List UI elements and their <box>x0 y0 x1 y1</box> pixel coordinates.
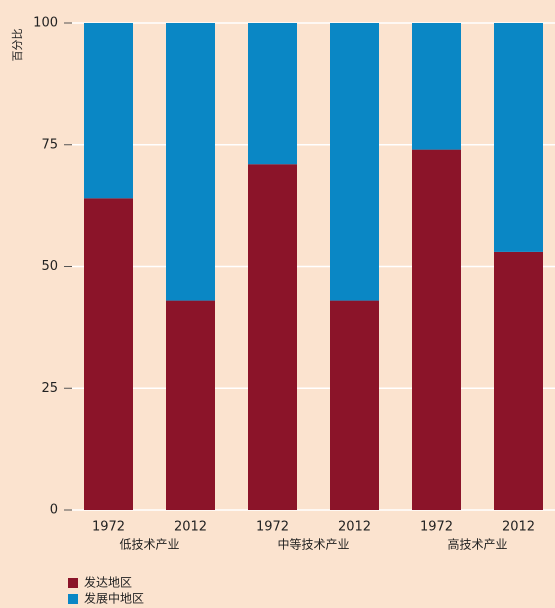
bar-segment <box>494 251 543 510</box>
group-label: 低技术产业 <box>119 538 179 552</box>
y-axis-label: 百分比 <box>11 29 24 62</box>
bar-segment <box>248 23 297 165</box>
y-tick-label: 75 <box>41 137 58 152</box>
x-tick-label: 1972 <box>256 520 289 535</box>
legend-label: 发展中地区 <box>84 591 144 606</box>
bar-segment <box>412 149 461 510</box>
y-tick-label: 25 <box>41 381 58 396</box>
bar-segment <box>84 23 133 199</box>
legend-swatch <box>68 578 78 588</box>
x-tick-label: 2012 <box>174 520 207 535</box>
x-tick-label: 1972 <box>92 520 125 535</box>
bar-segment <box>84 198 133 510</box>
bar-segment <box>330 23 379 301</box>
bar-segment <box>412 23 461 150</box>
y-tick-label: 50 <box>41 259 58 274</box>
y-tick-label: 0 <box>50 503 58 518</box>
legend-swatch <box>68 594 78 604</box>
x-tick-label: 2012 <box>338 520 371 535</box>
bar-segment <box>248 164 297 511</box>
x-tick-label: 1972 <box>420 520 453 535</box>
group-label: 中等技术产业 <box>277 537 349 552</box>
y-tick-label: 100 <box>33 16 58 31</box>
bar-segment <box>330 300 379 510</box>
bar-segment <box>494 23 543 252</box>
bar-segment <box>166 300 215 510</box>
x-tick-label: 2012 <box>502 520 535 535</box>
legend-label: 发达地区 <box>84 575 132 590</box>
group-label: 高技术产业 <box>447 537 507 552</box>
bar-segment <box>166 23 215 301</box>
